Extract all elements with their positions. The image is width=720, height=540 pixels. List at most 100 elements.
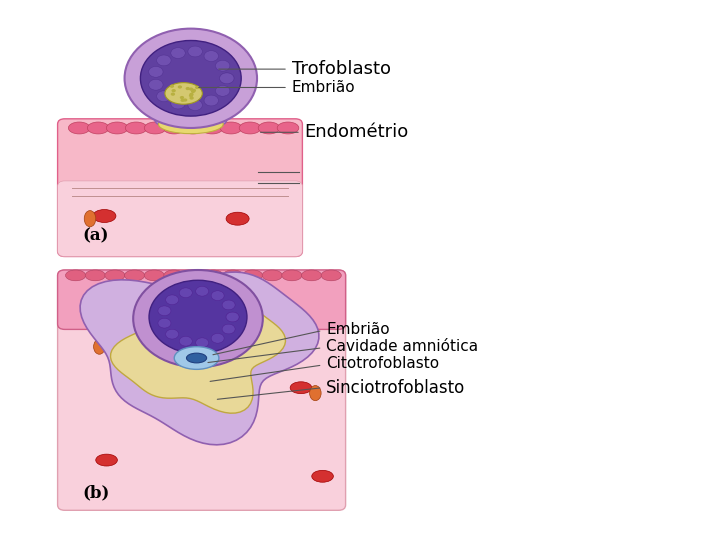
- Circle shape: [195, 86, 199, 89]
- Circle shape: [148, 66, 163, 77]
- Circle shape: [226, 312, 239, 322]
- Circle shape: [133, 270, 263, 367]
- Text: Embrião: Embrião: [292, 80, 355, 95]
- Circle shape: [171, 92, 175, 96]
- Ellipse shape: [87, 122, 109, 134]
- Circle shape: [222, 300, 235, 310]
- FancyBboxPatch shape: [58, 181, 302, 256]
- Text: (b): (b): [83, 484, 110, 501]
- Text: Cavidade amniótica: Cavidade amniótica: [326, 339, 478, 354]
- Circle shape: [180, 96, 184, 99]
- Text: Trofoblasto: Trofoblasto: [292, 60, 391, 78]
- Circle shape: [157, 91, 171, 102]
- Text: Endométrio: Endométrio: [305, 123, 409, 141]
- Ellipse shape: [262, 270, 282, 281]
- Circle shape: [215, 60, 230, 71]
- Ellipse shape: [164, 270, 184, 281]
- Circle shape: [220, 73, 234, 84]
- Circle shape: [188, 100, 202, 111]
- FancyBboxPatch shape: [58, 119, 302, 256]
- Ellipse shape: [182, 122, 204, 134]
- Circle shape: [226, 312, 239, 322]
- Ellipse shape: [155, 109, 227, 131]
- Ellipse shape: [68, 122, 90, 134]
- Circle shape: [196, 338, 209, 348]
- Ellipse shape: [220, 122, 242, 134]
- Polygon shape: [80, 272, 319, 445]
- Ellipse shape: [186, 353, 207, 363]
- Circle shape: [140, 40, 241, 116]
- Circle shape: [189, 97, 194, 100]
- Circle shape: [215, 85, 230, 96]
- Ellipse shape: [282, 270, 302, 281]
- Ellipse shape: [302, 270, 322, 281]
- Text: Citotrofoblasto: Citotrofoblasto: [326, 356, 439, 372]
- Ellipse shape: [158, 115, 223, 133]
- Circle shape: [158, 306, 171, 316]
- Circle shape: [170, 85, 174, 88]
- Circle shape: [148, 79, 163, 90]
- Circle shape: [178, 85, 182, 89]
- Polygon shape: [110, 284, 286, 413]
- Circle shape: [188, 46, 202, 57]
- Text: Sinciotrofoblasto: Sinciotrofoblasto: [326, 379, 465, 397]
- Ellipse shape: [226, 212, 249, 225]
- Ellipse shape: [93, 210, 116, 222]
- Circle shape: [149, 280, 247, 354]
- Circle shape: [211, 291, 224, 300]
- Circle shape: [204, 51, 218, 62]
- Ellipse shape: [321, 270, 341, 281]
- Ellipse shape: [203, 270, 223, 281]
- Ellipse shape: [66, 270, 86, 281]
- Circle shape: [189, 94, 193, 97]
- Ellipse shape: [290, 382, 312, 394]
- Ellipse shape: [202, 122, 223, 134]
- Circle shape: [222, 324, 235, 334]
- Ellipse shape: [174, 347, 219, 369]
- Ellipse shape: [222, 270, 243, 281]
- Circle shape: [171, 48, 185, 58]
- Circle shape: [179, 288, 192, 298]
- Circle shape: [179, 336, 192, 346]
- FancyBboxPatch shape: [58, 270, 346, 329]
- FancyBboxPatch shape: [58, 270, 346, 510]
- Ellipse shape: [184, 270, 204, 281]
- Circle shape: [220, 73, 234, 84]
- Circle shape: [183, 98, 187, 102]
- Ellipse shape: [144, 270, 164, 281]
- Circle shape: [191, 90, 195, 93]
- Circle shape: [189, 93, 194, 96]
- Ellipse shape: [312, 470, 333, 482]
- Circle shape: [186, 87, 190, 90]
- Ellipse shape: [125, 122, 147, 134]
- Ellipse shape: [243, 270, 263, 281]
- Circle shape: [157, 55, 171, 66]
- Ellipse shape: [277, 122, 299, 134]
- Text: (a): (a): [83, 227, 109, 244]
- Circle shape: [189, 87, 193, 91]
- Text: Embrião: Embrião: [326, 322, 390, 337]
- Ellipse shape: [125, 270, 145, 281]
- Ellipse shape: [84, 211, 96, 227]
- Circle shape: [171, 98, 185, 109]
- Circle shape: [171, 89, 176, 92]
- Circle shape: [166, 295, 179, 305]
- Ellipse shape: [94, 339, 105, 354]
- Ellipse shape: [117, 341, 139, 353]
- Ellipse shape: [107, 122, 128, 134]
- Ellipse shape: [144, 122, 166, 134]
- Ellipse shape: [310, 386, 321, 401]
- Circle shape: [166, 329, 179, 339]
- Ellipse shape: [258, 122, 280, 134]
- Circle shape: [181, 99, 185, 102]
- Circle shape: [204, 95, 218, 106]
- Ellipse shape: [239, 122, 261, 134]
- Ellipse shape: [105, 270, 125, 281]
- Circle shape: [192, 89, 196, 92]
- Circle shape: [196, 286, 209, 296]
- Ellipse shape: [163, 122, 185, 134]
- Circle shape: [158, 318, 171, 328]
- Ellipse shape: [165, 83, 202, 104]
- Circle shape: [211, 334, 224, 343]
- Circle shape: [125, 29, 257, 128]
